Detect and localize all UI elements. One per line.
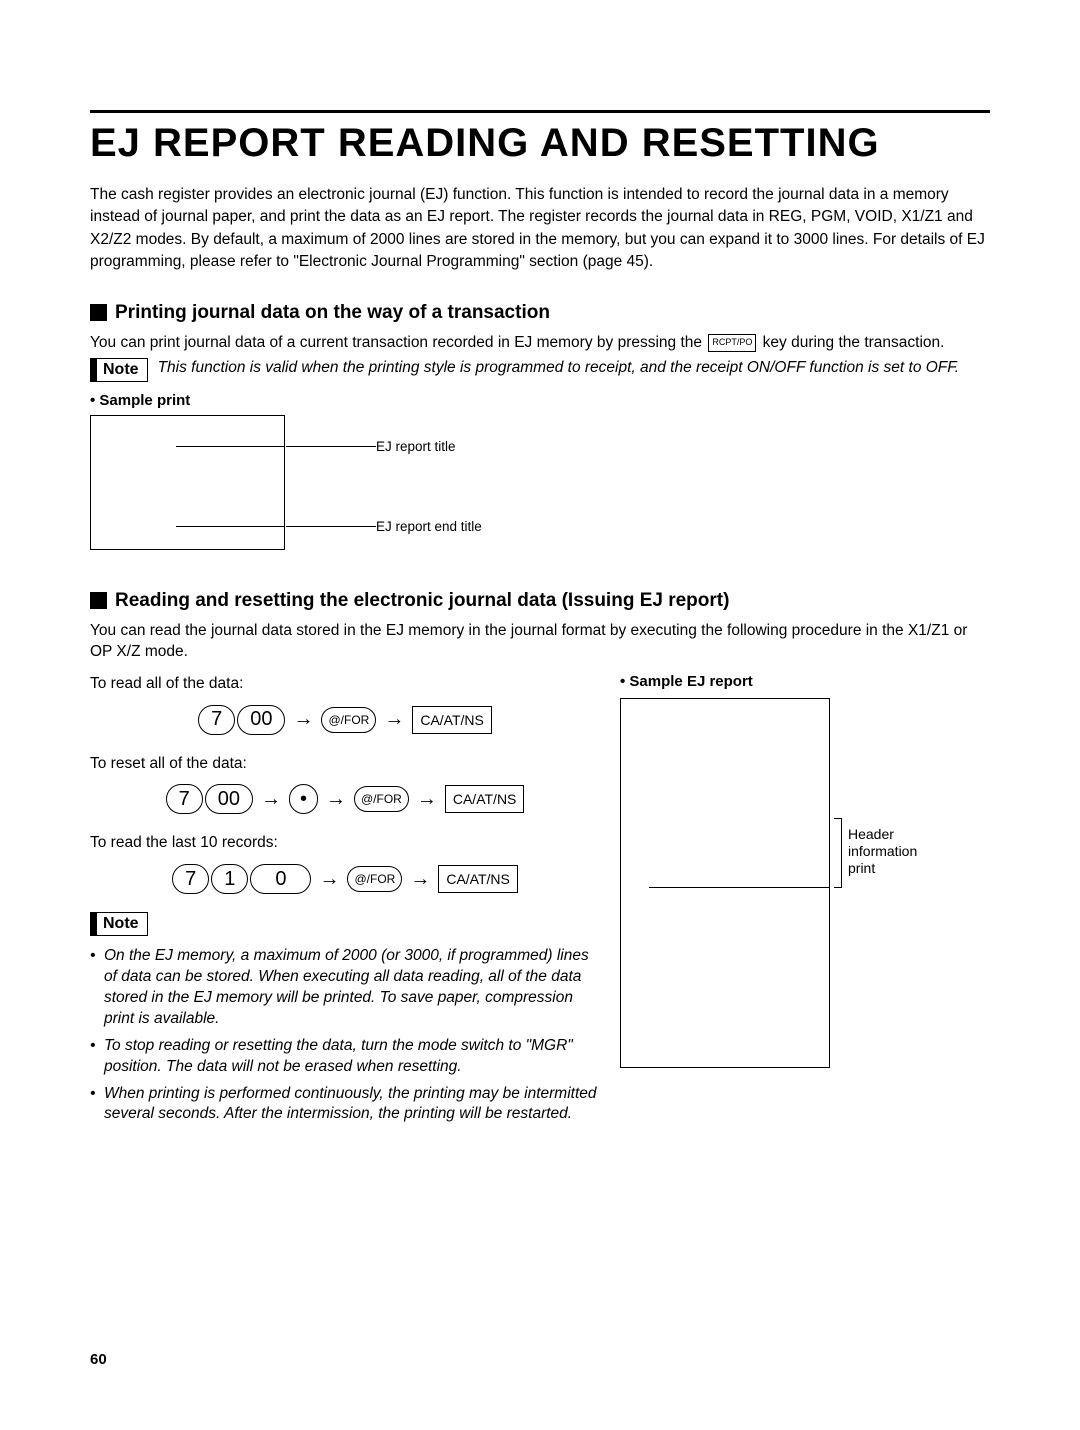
key-7: 7: [198, 705, 235, 735]
heading-bullet-icon-2: [90, 592, 107, 609]
section1-body-post: key during the transaction.: [758, 334, 944, 351]
rcptpo-key: RCPT/PO: [708, 334, 756, 352]
sample-print-label: • Sample print: [90, 392, 990, 409]
arrow-icon: →: [417, 788, 437, 811]
note-list: On the EJ memory, a maximum of 2000 (or …: [90, 946, 600, 1125]
heading-bullet-icon: [90, 304, 107, 321]
note-item: When printing is performed continuously,…: [90, 1084, 600, 1126]
section2-title: Reading and resetting the electronic jou…: [115, 590, 729, 612]
key-atfor: @/FOR: [354, 786, 409, 812]
arrow-icon: →: [326, 788, 346, 811]
section1-body: You can print journal data of a current …: [90, 332, 990, 354]
sample-ej-label: • Sample EJ report: [620, 673, 990, 690]
sample-line-1: [176, 446, 284, 447]
arrow-icon: →: [319, 868, 339, 891]
bracket-icon: [834, 818, 842, 888]
key-00: 00: [237, 705, 285, 735]
key-7: 7: [166, 784, 203, 814]
sample-line-2: [176, 526, 284, 527]
key-00: 00: [205, 784, 253, 814]
note-item: On the EJ memory, a maximum of 2000 (or …: [90, 946, 600, 1030]
section2-body: You can read the journal data stored in …: [90, 620, 990, 663]
section1-title: Printing journal data on the way of a tr…: [115, 302, 550, 324]
bracket-label: Header information print: [848, 826, 938, 876]
key-7: 7: [172, 864, 209, 894]
leader-line-2: [286, 526, 376, 527]
note-row-1: Note This function is valid when the pri…: [90, 358, 990, 382]
reset-all-label: To reset all of the data:: [90, 753, 600, 775]
key-atfor: @/FOR: [347, 866, 402, 892]
key-atfor: @/FOR: [321, 707, 376, 733]
key-0: 0: [250, 864, 311, 894]
proc-read-last10: 710 → @/FOR → CA/AT/NS: [90, 864, 600, 894]
leader-label-2: EJ report end title: [376, 519, 482, 534]
leader-line-1: [286, 446, 376, 447]
note-text-1: This function is valid when the printing…: [158, 358, 959, 379]
arrow-icon: →: [410, 868, 430, 891]
key-caatns: CA/AT/NS: [412, 706, 492, 734]
arrow-icon: →: [384, 708, 404, 731]
key-1: 1: [211, 864, 248, 894]
section2-heading: Reading and resetting the electronic jou…: [90, 590, 990, 612]
section1-body-pre: You can print journal data of a current …: [90, 334, 706, 351]
section1-heading: Printing journal data on the way of a tr…: [90, 302, 990, 324]
read-last10-label: To read the last 10 records:: [90, 832, 600, 854]
note-section: Note On the EJ memory, a maximum of 2000…: [90, 912, 600, 1125]
top-rule: [90, 110, 990, 113]
key-caatns: CA/AT/NS: [438, 865, 518, 893]
sample-print-box: EJ report title EJ report end title: [90, 415, 285, 550]
proc-read-all: 700 → @/FOR → CA/AT/NS: [90, 705, 600, 735]
page-number: 60: [90, 1351, 107, 1368]
arrow-icon: →: [261, 788, 281, 811]
proc-reset-all: 700 → • → @/FOR → CA/AT/NS: [90, 784, 600, 814]
arrow-icon: →: [293, 708, 313, 731]
read-all-label: To read all of the data:: [90, 673, 600, 695]
leader-label-1: EJ report title: [376, 439, 456, 454]
page-title: EJ REPORT READING AND RESETTING: [90, 121, 990, 166]
note-item: To stop reading or resetting the data, t…: [90, 1036, 600, 1078]
note-badge: Note: [90, 358, 148, 382]
key-dot: •: [289, 784, 318, 814]
intro-paragraph: The cash register provides an electronic…: [90, 184, 990, 274]
ej-inner-line: [649, 887, 829, 888]
note-badge-2: Note: [90, 912, 148, 936]
key-caatns: CA/AT/NS: [445, 785, 525, 813]
ej-report-box: [620, 698, 830, 1068]
